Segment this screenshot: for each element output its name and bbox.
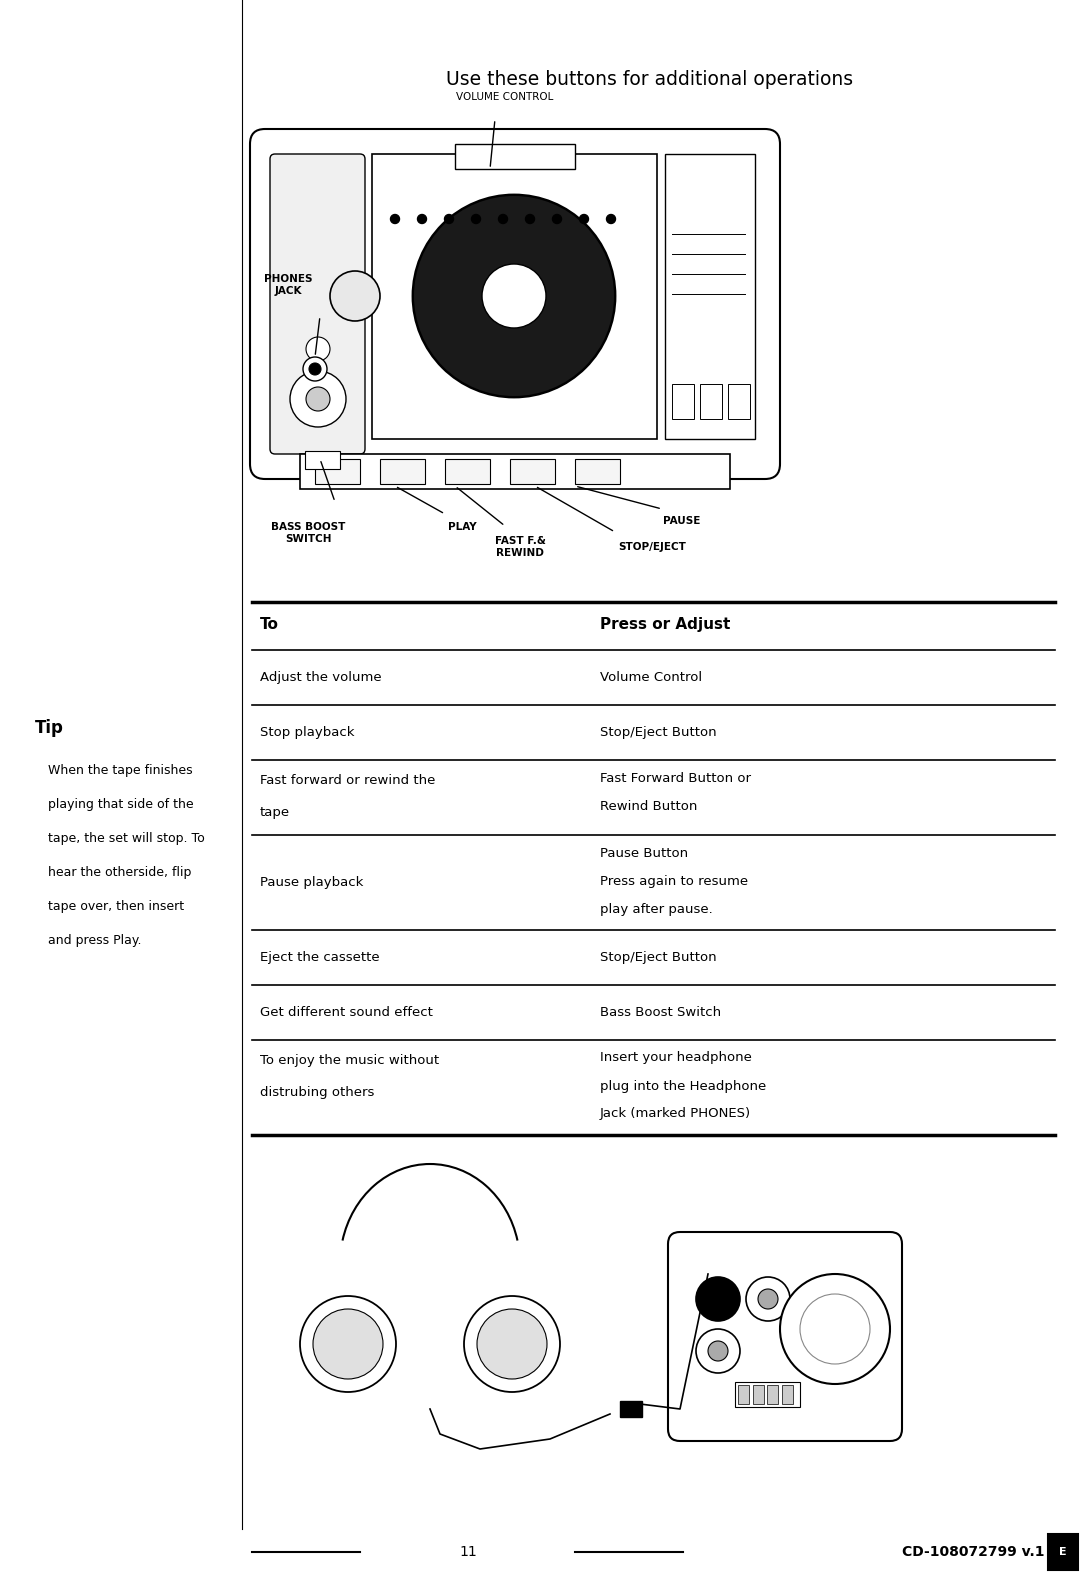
Bar — [767, 1385, 778, 1404]
Text: PLAY: PLAY — [448, 523, 476, 532]
Bar — [445, 460, 490, 483]
Text: Press or Adjust: Press or Adjust — [600, 617, 730, 631]
Bar — [620, 1401, 642, 1417]
Text: Stop/Eject Button: Stop/Eject Button — [600, 951, 717, 963]
Bar — [1048, 1535, 1078, 1569]
Text: Stop playback: Stop playback — [260, 726, 354, 740]
Text: VOLUME CONTROL: VOLUME CONTROL — [457, 91, 554, 102]
Circle shape — [482, 264, 546, 327]
Circle shape — [477, 1310, 546, 1379]
Text: To: To — [260, 617, 279, 631]
Bar — [738, 1385, 750, 1404]
Text: BASS BOOST
SWITCH: BASS BOOST SWITCH — [271, 523, 346, 543]
Text: When the tape finishes: When the tape finishes — [48, 763, 192, 778]
Circle shape — [309, 364, 321, 375]
Text: Press again to resume: Press again to resume — [600, 875, 748, 888]
Bar — [315, 460, 360, 483]
Text: tape, the set will stop. To: tape, the set will stop. To — [48, 833, 205, 845]
Text: CD-108072799 v.1: CD-108072799 v.1 — [903, 1546, 1045, 1558]
Bar — [735, 1382, 800, 1407]
Text: PHONES
JACK: PHONES JACK — [264, 274, 312, 296]
Circle shape — [291, 371, 346, 427]
Bar — [300, 453, 730, 490]
Circle shape — [306, 387, 330, 411]
Text: Rewind Button: Rewind Button — [600, 800, 698, 812]
Circle shape — [313, 1310, 383, 1379]
Circle shape — [708, 1341, 728, 1362]
Text: E: E — [1059, 1547, 1067, 1557]
Text: hear the otherside, flip: hear the otherside, flip — [48, 866, 191, 878]
Text: STOP/EJECT: STOP/EJECT — [618, 541, 686, 552]
Text: tape: tape — [260, 806, 291, 818]
Text: plug into the Headphone: plug into the Headphone — [600, 1080, 766, 1092]
Text: Insert your headphone: Insert your headphone — [600, 1051, 752, 1064]
Text: PAUSE: PAUSE — [663, 516, 701, 526]
Text: FAST F.&
REWIND: FAST F.& REWIND — [495, 537, 545, 557]
Circle shape — [696, 1328, 740, 1373]
Bar — [672, 384, 694, 419]
Text: Fast forward or rewind the: Fast forward or rewind the — [260, 773, 435, 787]
Circle shape — [306, 337, 330, 360]
Circle shape — [746, 1277, 789, 1321]
Circle shape — [758, 1289, 778, 1310]
Text: To enjoy the music without: To enjoy the music without — [260, 1053, 440, 1067]
FancyBboxPatch shape — [270, 154, 365, 453]
Text: distrubing others: distrubing others — [260, 1086, 375, 1099]
Bar — [510, 460, 555, 483]
Text: Jack (marked PHONES): Jack (marked PHONES) — [600, 1108, 751, 1121]
Text: playing that side of the: playing that side of the — [48, 798, 193, 811]
Text: 11: 11 — [459, 1546, 477, 1558]
Text: play after pause.: play after pause. — [600, 902, 713, 916]
Bar — [455, 143, 575, 168]
Circle shape — [445, 214, 454, 224]
Text: Eject the cassette: Eject the cassette — [260, 951, 380, 963]
FancyBboxPatch shape — [249, 129, 780, 478]
Text: Bass Boost Switch: Bass Boost Switch — [600, 1006, 721, 1018]
Text: and press Play.: and press Play. — [48, 933, 141, 948]
Circle shape — [303, 357, 327, 381]
Circle shape — [300, 1295, 396, 1391]
Bar — [380, 460, 426, 483]
Bar — [753, 1385, 764, 1404]
Text: Use these buttons for additional operations: Use these buttons for additional operati… — [446, 69, 853, 88]
Text: Adjust the volume: Adjust the volume — [260, 671, 381, 685]
Text: Get different sound effect: Get different sound effect — [260, 1006, 433, 1018]
Circle shape — [696, 1277, 740, 1321]
Circle shape — [526, 214, 535, 224]
Text: tape over, then insert: tape over, then insert — [48, 900, 184, 913]
FancyBboxPatch shape — [669, 1232, 902, 1442]
Bar — [372, 154, 657, 439]
Circle shape — [482, 264, 546, 327]
Text: Stop/Eject Button: Stop/Eject Button — [600, 726, 717, 740]
Bar — [665, 154, 755, 439]
Text: Pause playback: Pause playback — [260, 877, 363, 889]
Circle shape — [414, 197, 615, 397]
Circle shape — [780, 1273, 890, 1384]
Circle shape — [800, 1294, 870, 1365]
Circle shape — [464, 1295, 561, 1391]
Text: Fast Forward Button or: Fast Forward Button or — [600, 771, 751, 784]
Bar — [305, 452, 340, 469]
Circle shape — [499, 214, 508, 224]
Text: Tip: Tip — [35, 719, 64, 737]
Bar — [575, 460, 620, 483]
Circle shape — [418, 214, 427, 224]
Circle shape — [553, 214, 562, 224]
Circle shape — [414, 197, 615, 397]
Circle shape — [391, 214, 400, 224]
Text: Pause Button: Pause Button — [600, 847, 688, 859]
Circle shape — [472, 214, 481, 224]
Circle shape — [330, 271, 380, 321]
Bar — [782, 1385, 793, 1404]
Circle shape — [607, 214, 616, 224]
Text: Volume Control: Volume Control — [600, 671, 702, 685]
Bar — [700, 384, 723, 419]
Circle shape — [580, 214, 589, 224]
Bar — [728, 384, 750, 419]
